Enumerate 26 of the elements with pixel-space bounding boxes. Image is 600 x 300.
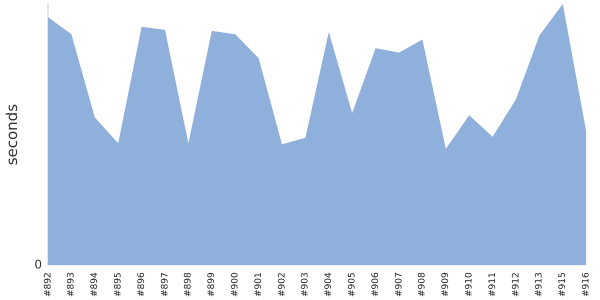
x-tick-label: #912: [511, 272, 522, 298]
x-tick-label: #892: [43, 272, 54, 298]
x-tick-label: #909: [441, 272, 452, 298]
x-tick-label: #908: [418, 272, 428, 298]
x-tick-label: #905: [348, 272, 358, 298]
x-tick-label: #898: [184, 272, 194, 298]
x-tick-label: #893: [66, 272, 77, 298]
x-tick-label: #900: [230, 272, 241, 298]
x-tick-label: #913: [534, 272, 545, 298]
x-tick-label: #903: [300, 272, 311, 298]
x-tick-label: #897: [160, 272, 170, 298]
y-axis-title: seconds: [2, 104, 21, 166]
x-tick-label: #907: [394, 272, 404, 298]
x-tick-label: #894: [90, 272, 100, 298]
x-tick-label: #896: [136, 272, 147, 298]
x-tick-label: #895: [114, 272, 124, 298]
x-tick-label: #910: [464, 272, 475, 298]
x-tick-label: #902: [277, 272, 288, 298]
x-tick-label: #899: [207, 272, 218, 298]
x-tick-label: #911: [488, 272, 498, 298]
x-tick-label: #915: [558, 272, 568, 298]
x-tick-label: #901: [254, 272, 264, 298]
x-tick-label: #916: [582, 272, 592, 298]
annotation: 0: [34, 257, 42, 272]
x-tick-label: #906: [370, 272, 381, 298]
x-tick-label: #904: [324, 272, 334, 298]
